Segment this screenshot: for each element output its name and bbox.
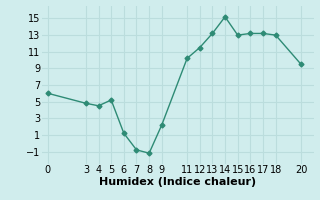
X-axis label: Humidex (Indice chaleur): Humidex (Indice chaleur) — [99, 177, 256, 187]
